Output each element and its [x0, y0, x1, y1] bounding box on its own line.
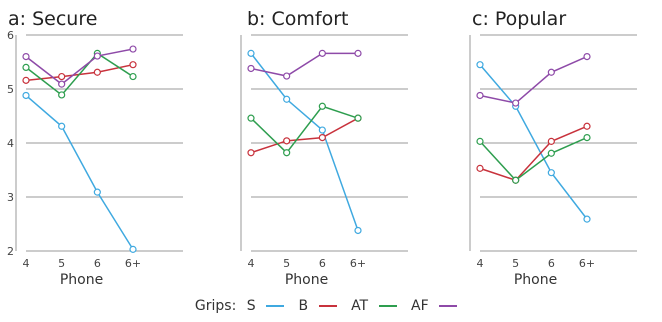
legend-label-af: AF	[411, 298, 429, 314]
panel-c-series-s-point	[547, 169, 555, 177]
y-tick-label: 2	[7, 245, 14, 258]
panel-c-series-s-point	[583, 215, 591, 223]
panel-c-series-b-line	[479, 125, 588, 182]
panel-a-series-s-line	[25, 94, 134, 250]
panel-b-series-af-point	[247, 64, 255, 73]
panel-b-series-b-point	[318, 134, 326, 142]
panel-a-series-at-point	[129, 72, 137, 81]
legend-title: Grips:	[194, 298, 237, 314]
panel-c-series-b-point	[547, 137, 555, 145]
panel-c-series-at-point	[583, 134, 591, 142]
panel-a-series-at-line	[25, 52, 134, 96]
y-tick-label: 6	[7, 29, 14, 42]
panel-c-x-tick-label: 5	[512, 257, 519, 270]
legend: Grips: S B AT AF	[0, 298, 662, 314]
panel-b-series-at-point	[354, 114, 362, 122]
panel-b-series-at-line	[250, 105, 359, 154]
panel-a-x-tick-label: 6	[94, 257, 101, 270]
legend-swatch-b	[318, 305, 337, 307]
panel-c-series-at-point	[476, 137, 484, 145]
panel-c-series-at-line	[479, 136, 588, 182]
legend-swatch-at	[378, 305, 397, 307]
panel-a-series-b-line	[25, 63, 134, 82]
panel-b-x-tick-label: 6+	[350, 257, 366, 270]
panel-a-series-af-point	[129, 45, 137, 53]
panel-c-x-tick-label: 6+	[579, 257, 595, 270]
panel-c-series-af-point	[512, 99, 520, 107]
panel-a-series-b-point	[129, 61, 137, 69]
y-tick-label: 4	[7, 137, 14, 150]
y-tick-label: 3	[7, 191, 14, 204]
panel-a-series-at-point	[22, 63, 30, 72]
panel-c-series-s-line	[479, 64, 588, 220]
panel-b-series-s-point	[247, 49, 255, 57]
panel-b-series-b-point	[247, 149, 255, 157]
panel-a-title: a: Secure	[8, 8, 97, 30]
panel-b-series-at-point	[318, 102, 326, 110]
panel-b-series-at-point	[247, 114, 255, 122]
panel-c-title: c: Popular	[472, 8, 566, 30]
panel-a-x-axis-label: Phone	[60, 272, 103, 288]
panel-b-series-s-point	[318, 126, 326, 134]
panel-a-series-at-point	[58, 91, 66, 99]
panel-c-series-at-point	[512, 176, 520, 184]
panel-c-series-af-point	[583, 52, 591, 61]
panel-a-series-af-point	[93, 52, 101, 60]
panel-c-x-tick-label: 6	[548, 257, 555, 270]
panel-b-x-tick-label: 4	[248, 257, 255, 270]
panel-b-x-tick-label: 5	[283, 257, 290, 270]
legend-swatch-s	[266, 305, 285, 307]
panel-c-series-at-point	[547, 149, 555, 157]
panel-b-series-s-line	[250, 52, 359, 231]
panel-b-series-s-point	[354, 226, 362, 235]
panel-c-series-s-point	[476, 61, 484, 69]
legend-label-s: S	[246, 298, 256, 314]
panel-b-series-af-line	[250, 52, 358, 77]
panel-c-series-af-point	[547, 68, 555, 76]
panel-a-series-s-point	[22, 91, 30, 100]
panel-b-series-b-line	[250, 117, 359, 154]
panel-a-series-af-point	[22, 52, 30, 61]
panel-a-series-s-point	[58, 122, 66, 130]
panel-b-title: b: Comfort	[247, 8, 348, 30]
panel-a-series-af-line	[25, 48, 134, 86]
panel-b-series-at-point	[283, 149, 291, 157]
panel-a-series-b-point	[93, 68, 101, 76]
panel-a-series-b-point	[58, 72, 66, 81]
panel-c-series-b-point	[583, 122, 591, 130]
panel-a-series-b-point	[22, 76, 30, 84]
panel-c-series-af-line	[479, 55, 588, 104]
legend-label-b: B	[298, 298, 309, 314]
panel-c-x-axis-label: Phone	[514, 272, 557, 288]
panel-a-series-af-point	[58, 80, 66, 88]
panel-a-series-s-point	[93, 188, 101, 196]
panel-b-series-af-point	[318, 49, 326, 57]
y-tick-label: 5	[7, 83, 14, 96]
panel-c-series-af-point	[476, 91, 484, 100]
legend-label-at: AT	[351, 298, 369, 314]
panel-a-series-s-point	[129, 245, 137, 253]
panel-c-x-tick-label: 4	[477, 257, 484, 270]
panel-a-x-tick-label: 6+	[125, 257, 141, 270]
panel-c-series-b-point	[476, 164, 484, 172]
panel-b-series-b-point	[283, 137, 291, 145]
panel-a-x-tick-label: 5	[58, 257, 65, 270]
panel-b-x-tick-label: 6	[319, 257, 326, 270]
panel-a-x-tick-label: 4	[23, 257, 30, 270]
panel-b-series-af-point	[283, 72, 291, 80]
legend-swatch-af	[439, 305, 458, 307]
panel-b-series-s-point	[283, 95, 291, 103]
panel-b-series-af-point	[354, 49, 362, 57]
panel-b-x-axis-label: Phone	[285, 272, 328, 288]
